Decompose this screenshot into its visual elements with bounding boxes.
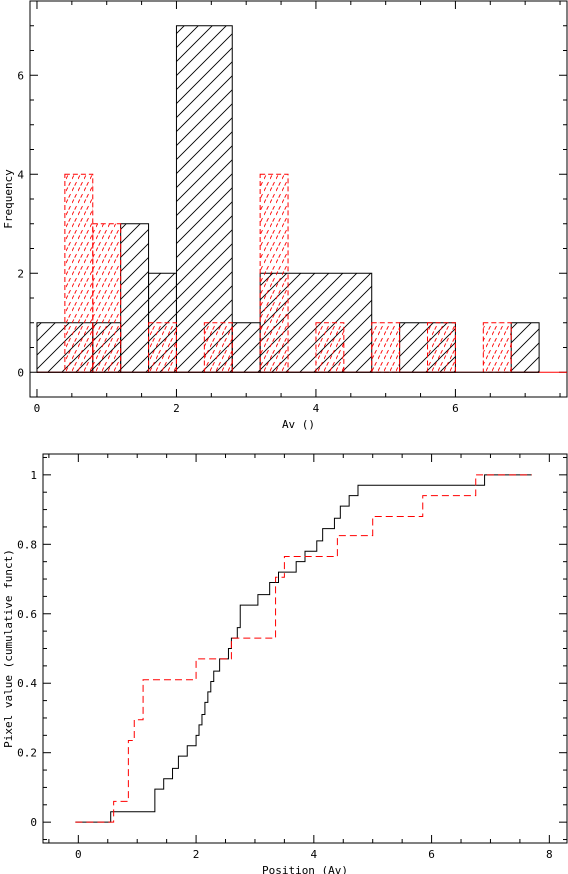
hist-y-tick-label: 4: [17, 168, 24, 181]
hist-x-tick-label: 0: [34, 402, 41, 415]
cdf-x-tick-label: 4: [311, 848, 318, 861]
histogram-bar: [64, 173, 94, 373]
cdf-y-tick-label: 0.4: [17, 677, 37, 690]
histogram-bar: [510, 322, 540, 373]
cdf-y-tick-label: 0.6: [17, 608, 37, 621]
cdf-x-tick-label: 6: [428, 848, 435, 861]
cumulative-series-red: [75, 474, 532, 823]
histogram-chart: 0 2 4 6 0 2 4 6 Av () Frequency: [2, 0, 568, 431]
cdf-x-tick-label: 0: [75, 848, 82, 861]
histogram-bar: [427, 322, 456, 373]
cdf-x-axis-label: Position (Av): [262, 864, 348, 874]
cdf-y-tick-label: 0: [30, 816, 37, 829]
histogram-bar: [371, 322, 401, 373]
hist-x-tick-label: 4: [313, 402, 320, 415]
hist-x-tick-label: 6: [452, 402, 459, 415]
histogram-bar: [315, 322, 345, 373]
cdf-x-tick-label: 8: [546, 848, 553, 861]
histogram-bar: [120, 223, 150, 373]
cumulative-series-black: [75, 474, 532, 823]
histogram-bar: [259, 173, 289, 373]
cdf-y-tick-label: 1: [30, 469, 37, 482]
histogram-bar: [175, 25, 233, 373]
histogram-bar: [92, 223, 122, 373]
histogram-bar: [482, 322, 512, 373]
hist-y-tick-label: 2: [17, 267, 24, 280]
hist-x-tick-label: 2: [173, 402, 180, 415]
hist-y-tick-label: 6: [17, 69, 24, 82]
cumulative-chart: 0 2 4 6 8 0 0.2 0.4 0.6 0.8 1 Position (Av) Pixel va…: [2, 453, 568, 874]
cdf-y-tick-label: 0.2: [17, 747, 37, 760]
histogram-series-red: [64, 173, 512, 373]
cdf-y-axis-label: Pixel value (cumulative funct): [2, 549, 15, 748]
histogram-bar: [148, 322, 177, 373]
histogram-bar: [231, 322, 261, 373]
hist-y-tick-label: 0: [17, 366, 24, 379]
hist-x-axis-label: Av (): [282, 418, 315, 431]
cdf-y-tick-label: 0.8: [17, 538, 37, 551]
hist-y-axis-label: Frequency: [2, 169, 15, 229]
cdf-x-tick-label: 2: [193, 848, 200, 861]
cdf-plot-frame: [42, 453, 568, 844]
histogram-bar: [203, 322, 233, 373]
